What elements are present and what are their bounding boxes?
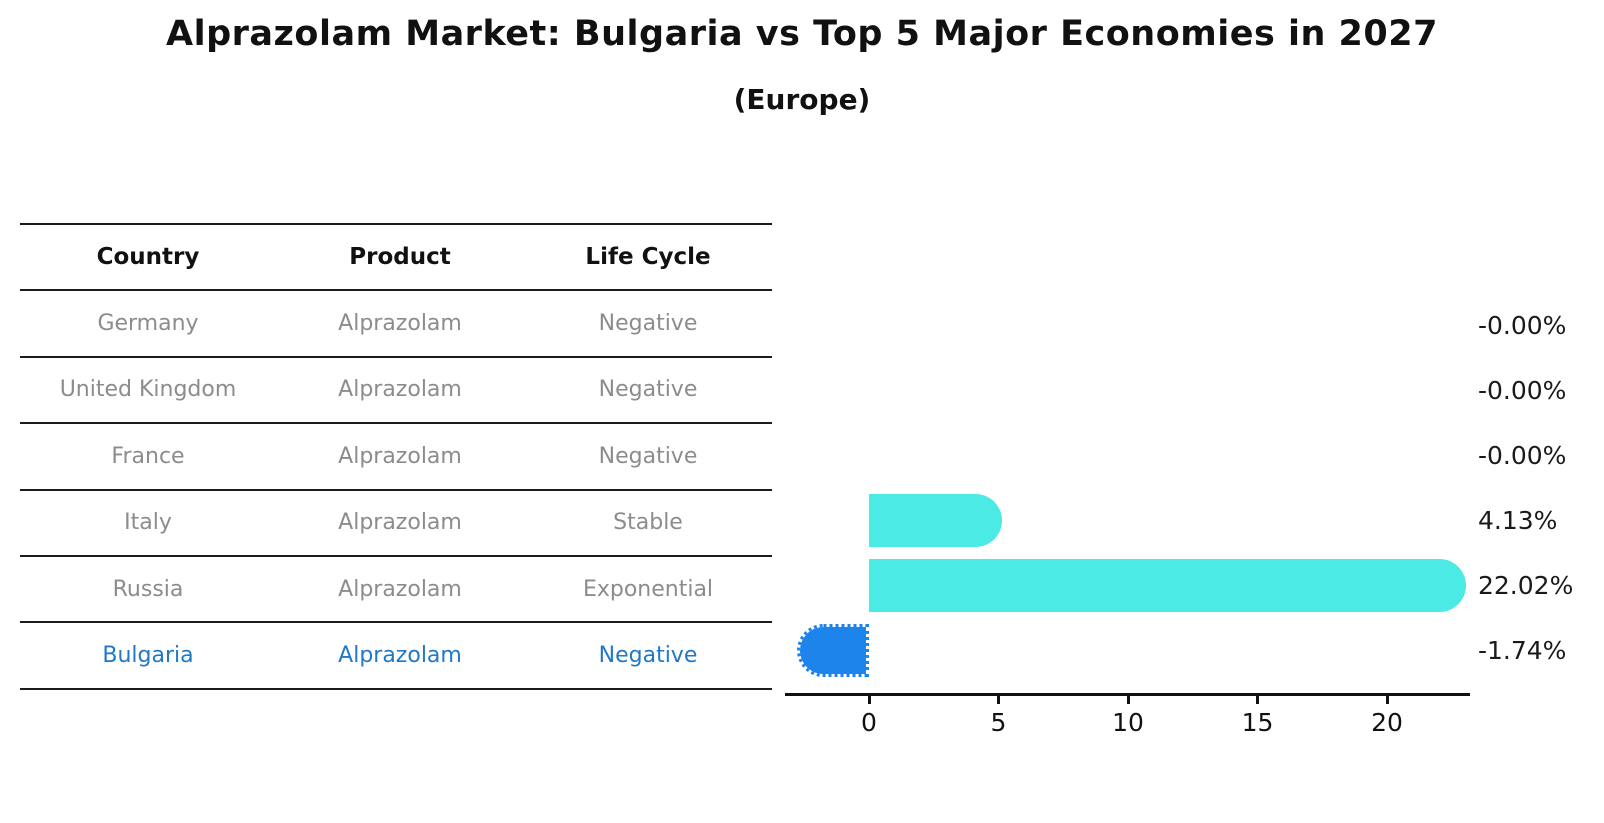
x-axis-line	[785, 693, 1470, 696]
table-row-france: France Alprazolam Negative	[20, 424, 772, 491]
table-row-united-kingdom: United Kingdom Alprazolam Negative	[20, 358, 772, 425]
table-row-russia: Russia Alprazolam Exponential	[20, 557, 772, 624]
table-header-row: Country Product Life Cycle	[20, 225, 772, 292]
cell-product: Alprazolam	[338, 443, 462, 469]
bar-bulgaria	[797, 624, 869, 677]
cell-product: Alprazolam	[338, 643, 462, 669]
x-axis-tick-label: 5	[990, 708, 1007, 737]
value-label-russia: 22.02%	[1478, 570, 1574, 600]
value-label-united-kingdom: -0.00%	[1478, 375, 1567, 405]
cell-life-cycle: Negative	[598, 311, 698, 337]
cell-country: Russia	[112, 576, 184, 602]
bar-italy	[869, 494, 1003, 547]
cell-life-cycle: Negative	[598, 643, 698, 669]
column-header-life-cycle: Life Cycle	[585, 244, 711, 271]
table-row-bulgaria: Bulgaria Alprazolam Negative	[20, 623, 772, 690]
cell-country: United Kingdom	[59, 377, 237, 403]
cell-country: Italy	[124, 510, 172, 536]
value-label-bulgaria: -1.74%	[1478, 635, 1567, 665]
value-label-italy: 4.13%	[1478, 505, 1558, 535]
x-axis-tick-label: 20	[1371, 708, 1403, 737]
cell-country: France	[111, 443, 185, 469]
cell-country: Germany	[97, 311, 199, 337]
x-axis-tick	[997, 696, 1000, 704]
x-axis-tick-label: 0	[861, 708, 877, 737]
cell-life-cycle: Negative	[598, 377, 698, 403]
x-axis-tick	[1385, 696, 1389, 704]
page-subtitle: (Europe)	[733, 83, 871, 116]
cell-product: Alprazolam	[338, 576, 462, 602]
column-header-country: Country	[96, 244, 200, 271]
value-label-germany: -0.00%	[1478, 310, 1567, 340]
value-label-france: -0.00%	[1478, 440, 1567, 470]
x-axis-tick-label: 15	[1241, 708, 1274, 737]
column-header-product: Product	[349, 244, 451, 271]
cell-product: Alprazolam	[338, 510, 462, 536]
x-axis-tick	[1126, 696, 1130, 704]
bar-russia	[869, 559, 1466, 612]
x-axis-tick	[1256, 696, 1259, 704]
page-title: Alprazolam Market: Bulgaria vs Top 5 Maj…	[166, 14, 1438, 54]
x-axis-tick-label: 10	[1112, 708, 1144, 737]
cell-country: Bulgaria	[102, 643, 194, 669]
comparison-table: Country Product Life Cycle Germany Alpra…	[20, 223, 772, 690]
table-row-italy: Italy Alprazolam Stable	[20, 491, 772, 557]
x-axis-tick	[867, 696, 871, 704]
cell-product: Alprazolam	[338, 311, 462, 337]
cell-life-cycle: Negative	[598, 443, 698, 469]
cell-life-cycle: Stable	[613, 510, 683, 536]
table-row-germany: Germany Alprazolam Negative	[20, 291, 772, 358]
cell-product: Alprazolam	[338, 377, 462, 403]
cell-life-cycle: Exponential	[582, 576, 714, 602]
